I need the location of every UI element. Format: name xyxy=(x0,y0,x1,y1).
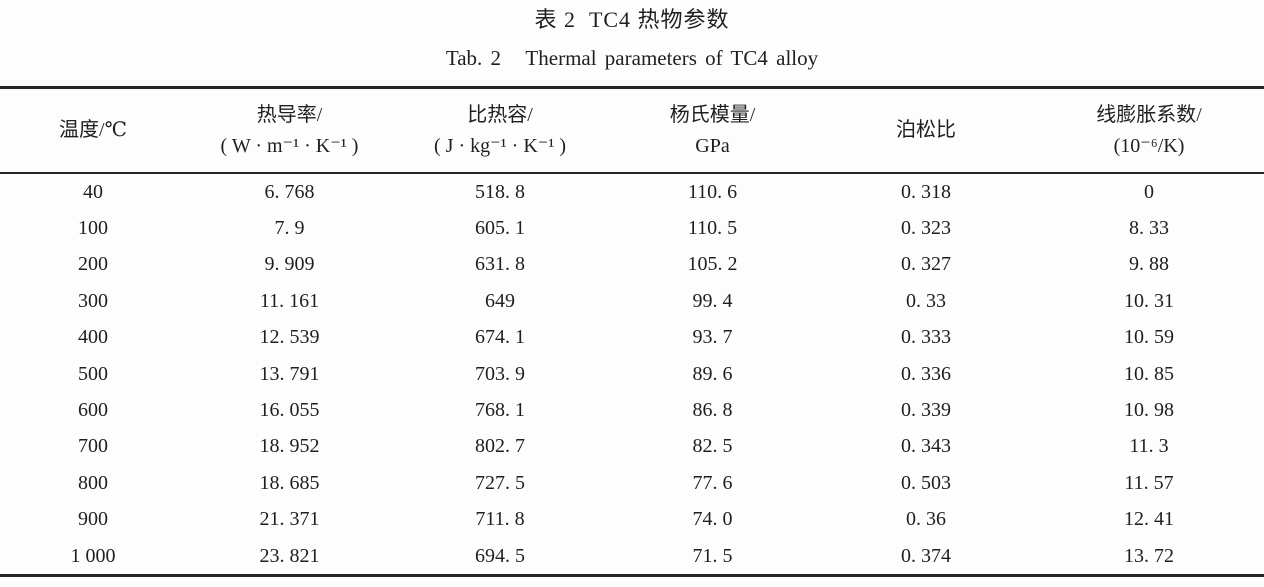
col-header-line1: 线膨胀系数/ xyxy=(1096,103,1202,126)
header-row: 温度/℃ 热导率/ ( W · m⁻¹ · K⁻¹ ) 比热容/ ( J · k… xyxy=(0,87,1264,174)
table-cell: 400 xyxy=(78,326,108,349)
col-header-line2: GPa xyxy=(695,134,730,157)
table-cell: 605. 1 xyxy=(475,217,525,240)
table-cell: 694. 5 xyxy=(475,544,525,567)
table-cell: 11. 3 xyxy=(1129,435,1169,458)
table-cell: 0. 333 xyxy=(901,326,951,349)
table-cell: 300 xyxy=(78,289,108,312)
table-cell: 0. 503 xyxy=(901,471,951,494)
table-cell: 600 xyxy=(78,399,108,422)
table-cell: 0. 36 xyxy=(906,508,946,531)
table-cell: 0 xyxy=(1144,180,1154,203)
table-cell: 110. 6 xyxy=(687,180,738,203)
table-title-zh: 表 2 TC4 热物参数 xyxy=(534,7,730,32)
table-cell: 10. 85 xyxy=(1124,362,1174,385)
table-cell: 110. 5 xyxy=(687,217,738,240)
table-cell: 649 xyxy=(485,289,515,312)
table-cell: 21. 371 xyxy=(259,508,320,531)
table-cell: 0. 327 xyxy=(901,253,951,276)
table-cell: 900 xyxy=(78,508,108,531)
col-header-temperature: 温度/℃ xyxy=(0,87,186,174)
table-body: 40 6. 768 518. 8 110. 6 0. 318 0 100 7. 9 605. 1… xyxy=(0,173,1264,576)
table-cell: 105. 2 xyxy=(687,253,738,276)
col-header-line2: (10⁻⁶/K) xyxy=(1113,134,1185,157)
table-cell: 13. 791 xyxy=(259,362,320,385)
table-cell: 518. 8 xyxy=(475,180,525,203)
table-cell: 703. 9 xyxy=(475,362,525,385)
thermal-parameters-table: 温度/℃ 热导率/ ( W · m⁻¹ · K⁻¹ ) 比热容/ ( J · k… xyxy=(0,86,1264,578)
table-cell: 674. 1 xyxy=(475,326,525,349)
table-cell: 18. 952 xyxy=(259,435,320,458)
table-cell: 13. 72 xyxy=(1124,544,1174,567)
table-cell: 10. 59 xyxy=(1124,326,1174,349)
table-cell: 100 xyxy=(78,217,108,240)
table-cell: 99. 4 xyxy=(692,289,733,312)
col-header-line2: ( W · m⁻¹ · K⁻¹ ) xyxy=(220,134,359,157)
table-cell: 768. 1 xyxy=(475,399,525,422)
col-header-line2: ( J · kg⁻¹ · K⁻¹ ) xyxy=(434,134,566,157)
table-cell: 9. 88 xyxy=(1129,253,1169,276)
table-cell: 0. 374 xyxy=(901,544,951,567)
table-cell: 77. 6 xyxy=(692,471,733,494)
table-cell: 10. 31 xyxy=(1124,289,1174,312)
col-header-line1: 热导率/ xyxy=(256,103,323,126)
table-cell: 40 xyxy=(83,180,103,203)
table-row: 100 7. 9 605. 1 110. 5 0. 323 8. 33 xyxy=(0,210,1264,246)
table-cell: 93. 7 xyxy=(692,326,733,349)
table-cell: 711. 8 xyxy=(475,508,525,531)
table-cell: 86. 8 xyxy=(692,399,733,422)
table-cell: 0. 339 xyxy=(901,399,951,422)
table-cell: 18. 685 xyxy=(259,471,320,494)
col-header-line1: 比热容/ xyxy=(467,103,533,126)
table-cell: 23. 821 xyxy=(259,544,320,567)
col-header-line1: 泊松比 xyxy=(896,119,956,141)
col-header-line1: 温度/℃ xyxy=(59,119,127,141)
table-cell: 9. 909 xyxy=(264,253,315,276)
table-row: 40 6. 768 518. 8 110. 6 0. 318 0 xyxy=(0,173,1264,210)
table-row: 900 21. 371 711. 8 74. 0 0. 36 12. 41 xyxy=(0,502,1264,538)
table-cell: 500 xyxy=(78,362,108,385)
table-row: 500 13. 791 703. 9 89. 6 0. 336 10. 85 xyxy=(0,356,1264,392)
table-cell: 12. 41 xyxy=(1124,508,1174,531)
col-header-line1: 杨氏模量/ xyxy=(669,103,756,126)
table-cell: 0. 336 xyxy=(901,362,951,385)
table-row: 400 12. 539 674. 1 93. 7 0. 333 10. 59 xyxy=(0,320,1264,356)
col-header-youngs-modulus: 杨氏模量/ GPa xyxy=(607,87,818,174)
table-cell: 12. 539 xyxy=(259,326,320,349)
table-cell: 802. 7 xyxy=(475,435,525,458)
table-cell: 0. 318 xyxy=(901,180,951,203)
table-cell: 631. 8 xyxy=(475,253,525,276)
table-row: 700 18. 952 802. 7 82. 5 0. 343 11. 3 xyxy=(0,429,1264,465)
table-cell: 74. 0 xyxy=(692,508,733,531)
table-title-en: Tab. 2 Thermal parameters of TC4 alloy xyxy=(445,46,819,70)
col-header-specific-heat: 比热容/ ( J · kg⁻¹ · K⁻¹ ) xyxy=(393,87,607,174)
table-cell: 6. 768 xyxy=(264,180,315,203)
table-cell: 82. 5 xyxy=(692,435,733,458)
table-cell: 0. 33 xyxy=(906,289,946,312)
table-cell: 10. 98 xyxy=(1124,399,1174,422)
table-cell: 71. 5 xyxy=(692,544,733,567)
table-cell: 7. 9 xyxy=(274,217,305,240)
table-cell: 8. 33 xyxy=(1129,217,1169,240)
table-cell: 700 xyxy=(78,435,108,458)
table-cell: 89. 6 xyxy=(692,362,733,385)
table-cell: 0. 343 xyxy=(901,435,951,458)
table-row: 1 000 23. 821 694. 5 71. 5 0. 374 13. 72 xyxy=(0,538,1264,576)
table-cell: 11. 57 xyxy=(1124,471,1174,494)
table-cell: 727. 5 xyxy=(475,471,525,494)
table-row: 600 16. 055 768. 1 86. 8 0. 339 10. 98 xyxy=(0,392,1264,428)
table-cell: 200 xyxy=(78,253,108,276)
table-cell: 0. 323 xyxy=(901,217,951,240)
col-header-linear-expansion: 线膨胀系数/ (10⁻⁶/K) xyxy=(1034,87,1264,174)
table-cell: 16. 055 xyxy=(259,399,320,422)
table-row: 200 9. 909 631. 8 105. 2 0. 327 9. 88 xyxy=(0,247,1264,283)
table-cell: 11. 161 xyxy=(259,289,320,312)
col-header-poissons-ratio: 泊松比 xyxy=(818,87,1034,174)
table-row: 800 18. 685 727. 5 77. 6 0. 503 11. 57 xyxy=(0,465,1264,501)
col-header-thermal-conductivity: 热导率/ ( W · m⁻¹ · K⁻¹ ) xyxy=(186,87,393,174)
table-cell: 1 000 xyxy=(70,544,116,567)
table-cell: 800 xyxy=(78,471,108,494)
table-row: 300 11. 161 649 99. 4 0. 33 10. 31 xyxy=(0,283,1264,319)
